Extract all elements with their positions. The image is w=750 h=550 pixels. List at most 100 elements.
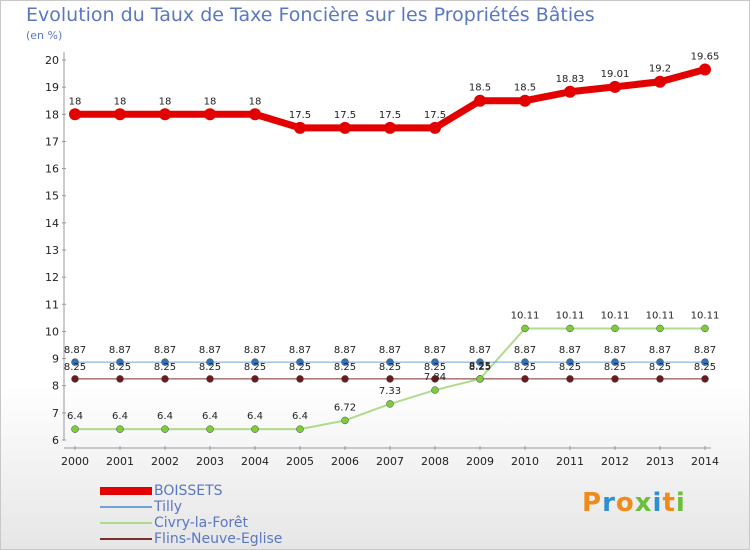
legend-label: BOISSETS [154,483,223,499]
data-label: 18.5 [469,83,491,94]
data-point [431,375,439,383]
data-point [69,108,81,121]
x-tick-label: 2001 [106,455,134,468]
data-point [341,358,349,366]
x-tick-label: 2014 [691,455,719,468]
data-point [656,375,664,383]
data-label: 6.4 [112,411,128,422]
data-label: 7.33 [379,386,401,397]
data-label: 8.87 [694,345,716,356]
legend-swatch [100,487,152,495]
data-label: 8.87 [109,345,131,356]
data-label: 8.87 [154,345,176,356]
x-tick-label: 2011 [556,455,584,468]
x-tick-label: 2013 [646,455,674,468]
data-point [699,63,711,76]
data-label: 8.87 [289,345,311,356]
data-point [609,80,621,93]
data-point [566,324,574,333]
logo-letter: r [602,488,616,518]
logo-letter: i [675,488,686,518]
x-tick-label: 2002 [151,455,179,468]
data-label: 8.87 [334,345,356,356]
data-label: 18.83 [556,74,585,85]
legend-swatch [100,506,152,508]
data-label: 8.87 [379,345,401,356]
data-label: 17.5 [424,110,446,121]
data-label: 17.5 [379,110,401,121]
data-label: 18 [159,96,172,107]
x-tick-label: 2007 [376,455,404,468]
data-label: 8.25 [469,362,491,373]
x-tick-label: 2008 [421,455,449,468]
data-label: 10.11 [691,310,720,321]
data-point [566,358,574,366]
data-label: 8.25 [604,362,626,373]
data-point [251,358,259,366]
y-tick-label: 9 [52,353,59,366]
data-point [159,108,171,121]
data-label: 8.25 [694,362,716,373]
y-tick-label: 19 [45,81,59,94]
chart-title: Evolution du Taux de Taxe Foncière sur l… [26,4,595,26]
y-tick-label: 11 [45,298,59,311]
data-point [204,108,216,121]
data-label: 8.25 [379,362,401,373]
data-point [656,358,664,366]
data-point [386,400,394,408]
data-label: 8.25 [109,362,131,373]
data-label: 10.11 [511,310,540,321]
series-boissets [69,63,711,134]
data-label: 8.87 [64,345,86,356]
data-point [386,358,394,366]
data-point [114,108,126,121]
data-point [71,375,79,383]
data-point [429,121,441,134]
data-label: 6.4 [67,411,83,422]
data-point [521,375,529,383]
x-tick-label: 2010 [511,455,539,468]
logo-letter: t [662,488,676,518]
data-label: 8.25 [199,362,221,373]
data-label: 8.25 [244,362,266,373]
x-tick-label: 2000 [61,455,89,468]
data-point [161,425,169,433]
data-point [294,121,306,134]
data-label: 18 [249,96,262,107]
x-tick-label: 2009 [466,455,494,468]
data-point [701,358,709,366]
data-point [206,425,214,433]
x-tick-label: 2004 [241,455,269,468]
data-point [341,375,349,383]
series-layer [69,63,711,433]
data-label: 17.5 [334,110,356,121]
data-point [611,375,619,383]
data-point [296,425,304,433]
y-axis-unit: (en %) [26,29,63,42]
y-tick-label: 13 [45,244,59,257]
data-label: 8.25 [469,361,491,372]
data-point [249,108,261,121]
data-label: 6.72 [334,402,356,413]
x-tick-label: 2005 [286,455,314,468]
data-point [474,94,486,107]
data-point [521,324,529,333]
data-point [611,324,619,333]
data-label: 8.25 [289,362,311,373]
y-tick-label: 10 [45,325,59,338]
data-label: 8.25 [424,362,446,373]
data-labels-layer: 18 18 18 18 18 17.5 17.5 17.5 17.5 18.5 18.5 18.83 1… [64,52,719,423]
data-point [701,375,709,383]
data-point [206,375,214,383]
data-label: 8.25 [64,362,86,373]
data-label: 19.01 [601,69,630,80]
data-label: 8.87 [604,345,626,356]
legend-label: Civry-la-Forêt [154,515,248,531]
y-tick-label: 12 [45,271,59,284]
data-label: 8.87 [244,345,266,356]
legend-swatch [100,522,152,524]
proxiti-logo: Proxiti [582,488,686,518]
data-point [206,358,214,366]
logo-letter: o [615,488,635,518]
